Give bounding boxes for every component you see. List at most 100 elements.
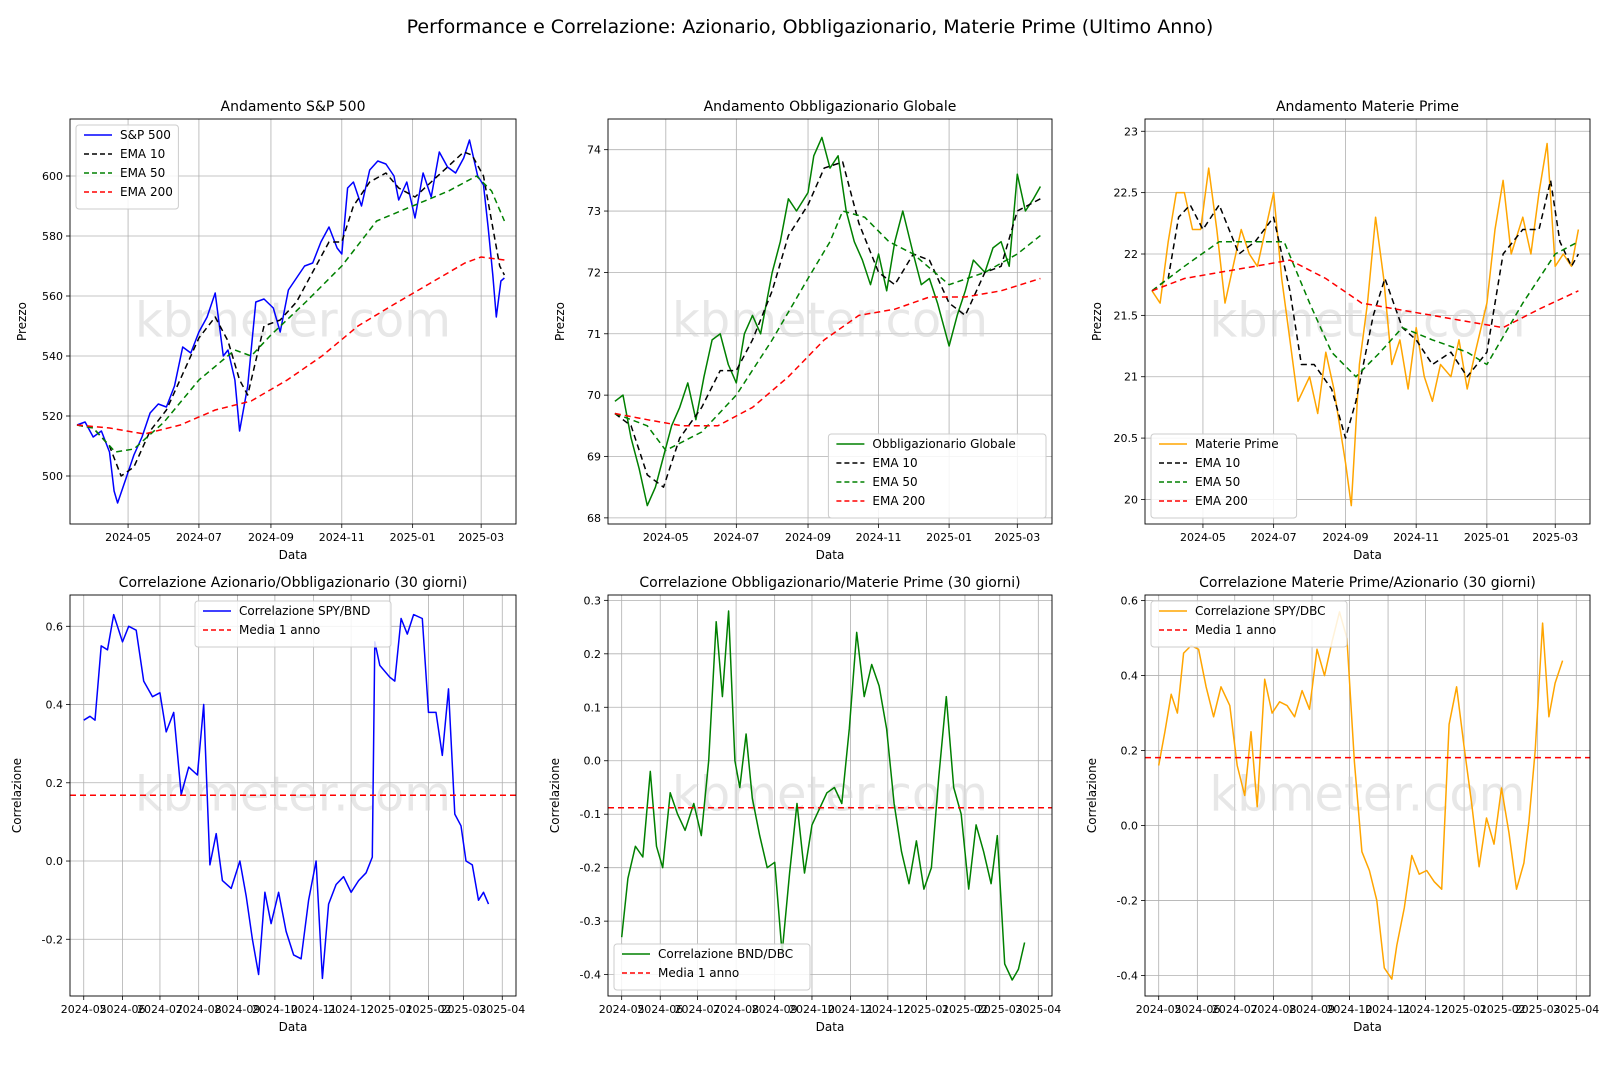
series-group [1145, 611, 1590, 980]
x-axis-label: Data [816, 1020, 845, 1034]
x-tick-label: 2024-12 [1402, 1003, 1448, 1016]
panel-sp500: 2024-05 2024-07 2024-09 2024-11 2025-01 2025-… [15, 99, 517, 562]
legend: Obbligazionario Globale EMA 10 EMA 50 EMA 2… [827, 433, 1047, 519]
x-tick-label: 2024-05 [61, 1003, 107, 1016]
x-tick-label: 2024-09 [1289, 1003, 1335, 1016]
x-tick-label: 2024-09 [785, 531, 831, 544]
subplot-title: Andamento Materie Prime [1276, 99, 1459, 115]
series-line-s-p-500 [76, 139, 505, 504]
y-axis-label: Correlazione [548, 758, 562, 833]
x-tick-label: 2024-11 [319, 531, 365, 544]
series-group [70, 613, 516, 980]
x-tick-label: 2025-03 [994, 531, 1040, 544]
x-tick-label: 2025-01 [1464, 531, 1510, 544]
y-tick-label: 20 [1124, 493, 1138, 506]
x-tick-label: 2024-07 [1212, 1003, 1258, 1016]
series-line-ema-200 [614, 277, 1041, 427]
series-line-obbligazionario-globale [614, 136, 1042, 507]
legend-label: EMA 200 [120, 185, 173, 199]
subplot-title: Andamento Obbligazionario Globale [704, 99, 957, 115]
y-tick-label: 0.0 [584, 755, 602, 768]
y-tick-label: 0.4 [46, 699, 64, 712]
y-axis-label: Prezzo [1090, 302, 1104, 341]
legend-label: S&P 500 [120, 128, 171, 142]
y-tick-label: 72 [587, 266, 601, 279]
y-tick-label: -0.4 [580, 969, 601, 982]
x-tick-label: 2024-05 [105, 531, 151, 544]
legend-label: EMA 200 [872, 494, 925, 508]
y-tick-label: 540 [42, 350, 63, 363]
series-line-ema-50 [76, 175, 506, 453]
x-tick-label: 2024-09 [1322, 531, 1368, 544]
legend-box [613, 943, 811, 991]
x-tick-label: 2025-03 [1515, 1003, 1561, 1016]
axes-frame [69, 594, 517, 997]
x-axis-label: Data [1353, 1020, 1382, 1034]
legend: Correlazione SPY/DBC Media 1 anno [1150, 600, 1348, 648]
x-tick-label: 2024-12 [865, 1003, 911, 1016]
x-tick-label: 2025-01 [1441, 1003, 1487, 1016]
legend-box [194, 600, 392, 648]
y-tick-label: 0.0 [1121, 819, 1139, 832]
y-tick-label: 20.5 [1114, 432, 1139, 445]
panel-corr-bnd-dbc: 2024-052024-062024-072024-082024-092024-… [548, 575, 1061, 1034]
y-tick-label: 68 [587, 512, 601, 525]
series-line-correlazione-spy-bnd [83, 613, 490, 980]
y-tick-label: 21.5 [1114, 309, 1139, 322]
x-tick-label: 2024-11 [828, 1003, 874, 1016]
legend-label: Materie Prime [1195, 437, 1279, 451]
legend-label: EMA 10 [1195, 456, 1240, 470]
x-tick-label: 2024-11 [1393, 531, 1439, 544]
y-tick-label: -0.2 [580, 862, 601, 875]
x-axis-label: Data [1353, 548, 1382, 562]
x-tick-label: 2025-01 [926, 531, 972, 544]
y-tick-label: -0.2 [42, 933, 63, 946]
panel-corr-spy-bnd: 2024-052024-062024-072024-082024-092024-… [10, 575, 525, 1034]
y-tick-label: 0.1 [584, 701, 602, 714]
y-tick-label: 500 [42, 470, 63, 483]
legend-box [827, 433, 1047, 519]
y-tick-label: 0.0 [46, 855, 64, 868]
x-axis-label: Data [816, 548, 845, 562]
legend-box [1150, 600, 1348, 648]
x-tick-label: 2025-03 [1532, 531, 1578, 544]
series-line-ema-10 [76, 151, 506, 477]
series-line-ema-200 [76, 256, 505, 435]
grid [70, 119, 516, 524]
x-tick-label: 2024-07 [1251, 531, 1297, 544]
x-tick-label: 2024-07 [675, 1003, 721, 1016]
legend-label: Obbligazionario Globale [872, 437, 1015, 451]
y-tick-label: 0.2 [46, 777, 64, 790]
legend-label: Media 1 anno [658, 966, 739, 980]
y-axis-label: Correlazione [1085, 758, 1099, 833]
y-tick-label: 71 [587, 328, 601, 341]
subplot-title: Correlazione Materie Prime/Azionario (30… [1199, 575, 1536, 591]
series-line-correlazione-spy-dbc [1157, 611, 1564, 980]
y-tick-label: 21 [1124, 371, 1138, 384]
y-tick-label: -0.2 [1117, 894, 1138, 907]
y-tick-label: -0.3 [580, 915, 601, 928]
grid [1145, 119, 1590, 524]
x-tick-label: 2025-04 [479, 1003, 525, 1016]
y-tick-label: 69 [587, 451, 601, 464]
axes-frame [1144, 594, 1591, 997]
axes-frame [607, 118, 1053, 525]
x-tick-label: 2024-05 [599, 1003, 645, 1016]
y-tick-label: 600 [42, 170, 63, 183]
y-axis-label: Correlazione [10, 758, 24, 833]
x-tick-label: 2025-03 [441, 1003, 487, 1016]
panel-commodities: 2024-05 2024-07 2024-09 2024-11 2025-01 2025-… [1090, 99, 1591, 562]
legend-label: EMA 50 [120, 166, 165, 180]
x-tick-label: 2024-11 [1365, 1003, 1411, 1016]
legend: Correlazione SPY/BND Media 1 anno [194, 600, 392, 648]
series-line-ema-10 [614, 161, 1041, 488]
y-tick-label: 0.4 [1121, 670, 1139, 683]
y-tick-label: 560 [42, 290, 63, 303]
figure-title: Performance e Correlazione: Azionario, O… [406, 16, 1214, 38]
axes-frame [1144, 118, 1591, 525]
plot-area [1145, 595, 1590, 996]
y-tick-label: 70 [587, 389, 601, 402]
legend-label: Correlazione SPY/BND [239, 604, 370, 618]
y-tick-label: -0.4 [1117, 969, 1138, 982]
subplot-title: Correlazione Obbligazionario/Materie Pri… [639, 575, 1020, 591]
